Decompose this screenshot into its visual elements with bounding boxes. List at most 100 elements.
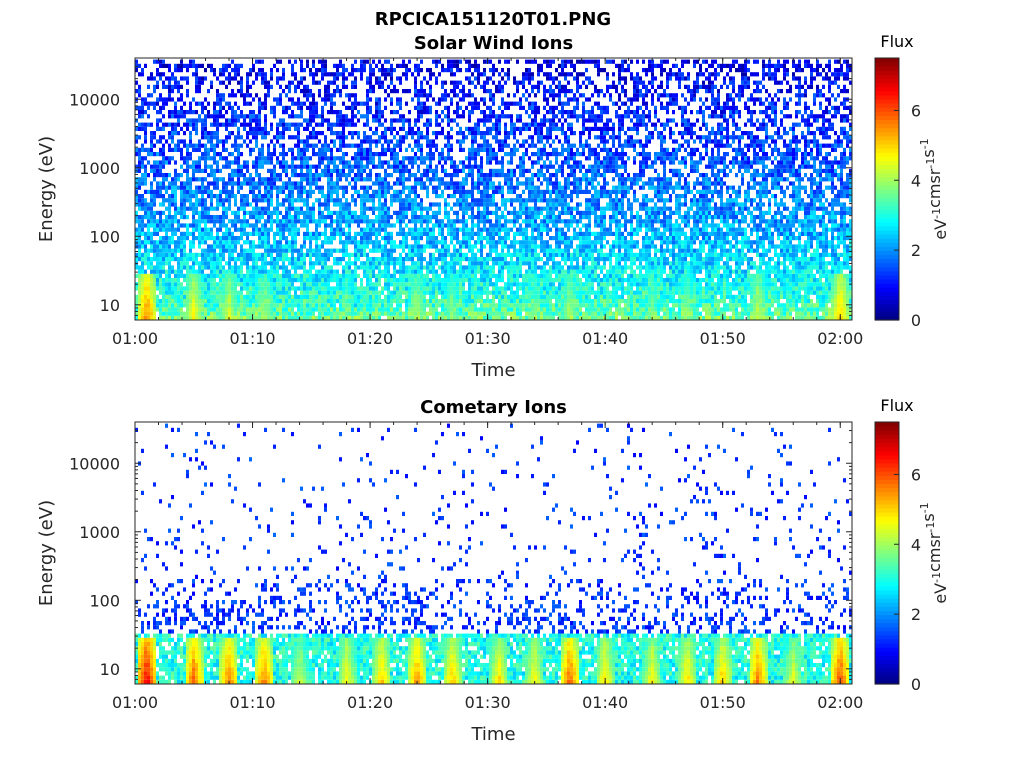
heatmap-cell — [210, 143, 213, 148]
heatmap-cell — [336, 114, 339, 119]
heatmap-cell — [156, 265, 159, 270]
heatmap-cell — [468, 273, 471, 278]
heatmap-cell — [375, 294, 378, 299]
heatmap-cell — [168, 210, 171, 215]
heatmap-cell — [312, 110, 315, 115]
heatmap-cell — [468, 299, 471, 304]
heatmap-cell — [150, 164, 153, 169]
heatmap-cell — [327, 223, 330, 228]
heatmap-cell — [237, 315, 240, 320]
heatmap-cell — [450, 156, 453, 161]
heatmap-cell — [402, 278, 405, 283]
heatmap-cell — [288, 219, 291, 224]
heatmap-cell — [144, 307, 147, 312]
heatmap-cell — [306, 84, 309, 89]
heatmap-cell — [423, 227, 426, 232]
heatmap-cell — [447, 131, 450, 136]
heatmap-cell — [309, 257, 312, 262]
heatmap-cell — [153, 315, 156, 320]
heatmap-cell — [399, 198, 402, 203]
heatmap-cell — [240, 261, 243, 266]
heatmap-cell — [195, 122, 198, 127]
heatmap-cell — [381, 114, 384, 119]
heatmap-cell — [153, 278, 156, 283]
heatmap-cell — [306, 156, 309, 161]
heatmap-cell — [201, 299, 204, 304]
heatmap-cell — [333, 189, 336, 194]
heatmap-cell — [273, 303, 276, 308]
heatmap-cell — [168, 68, 171, 73]
heatmap-cell — [318, 147, 321, 152]
heatmap-cell — [300, 261, 303, 266]
heatmap-cell — [399, 177, 402, 182]
heatmap-cell — [459, 261, 462, 266]
heatmap-cell — [153, 303, 156, 308]
heatmap-cell — [450, 68, 453, 73]
heatmap-cell — [330, 126, 333, 131]
heatmap-cell — [258, 282, 261, 287]
heatmap-cell — [222, 265, 225, 270]
heatmap-cell — [402, 244, 405, 249]
heatmap-cell — [195, 198, 198, 203]
heatmap-cell — [165, 240, 168, 245]
heatmap-cell — [438, 227, 441, 232]
heatmap-cell — [456, 299, 459, 304]
heatmap-cell — [195, 202, 198, 207]
heatmap-cell — [462, 290, 465, 295]
heatmap-cell — [201, 210, 204, 215]
heatmap-cell — [312, 252, 315, 257]
heatmap-cell — [267, 286, 270, 291]
heatmap-cell — [159, 282, 162, 287]
heatmap-cell — [195, 311, 198, 316]
heatmap-cell — [177, 206, 180, 211]
heatmap-cell — [297, 152, 300, 157]
heatmap-cell — [369, 143, 372, 148]
heatmap-cell — [192, 299, 195, 304]
heatmap-cell — [318, 303, 321, 308]
heatmap-cell — [234, 299, 237, 304]
heatmap-cell — [363, 290, 366, 295]
heatmap-cell — [441, 156, 444, 161]
heatmap-cell — [144, 286, 147, 291]
heatmap-cell — [165, 307, 168, 312]
heatmap-cell — [420, 231, 423, 236]
heatmap-cell — [180, 126, 183, 131]
heatmap-cell — [465, 76, 468, 81]
heatmap-cell — [426, 273, 429, 278]
heatmap-cell — [234, 282, 237, 287]
heatmap-cell — [378, 152, 381, 157]
heatmap-cell — [282, 122, 285, 127]
heatmap-cell — [342, 227, 345, 232]
heatmap-cell — [273, 261, 276, 266]
heatmap-cell — [306, 97, 309, 102]
heatmap-cell — [426, 68, 429, 73]
heatmap-cell — [210, 147, 213, 152]
heatmap-cell — [408, 185, 411, 190]
heatmap-cell — [219, 177, 222, 182]
heatmap-cell — [324, 215, 327, 220]
heatmap-cell — [222, 303, 225, 308]
heatmap-cell — [306, 219, 309, 224]
heatmap-cell — [459, 286, 462, 291]
heatmap-cell — [435, 315, 438, 320]
heatmap-cell — [327, 282, 330, 287]
heatmap-cell — [216, 93, 219, 98]
heatmap-cell — [222, 105, 225, 110]
heatmap-cell — [270, 257, 273, 262]
heatmap-cell — [141, 156, 144, 161]
heatmap-cell — [324, 68, 327, 73]
heatmap-cell — [195, 168, 198, 173]
heatmap-cell — [438, 311, 441, 316]
heatmap-cell — [363, 164, 366, 169]
heatmap-cell — [375, 194, 378, 199]
heatmap-cell — [321, 173, 324, 178]
heatmap-cell — [405, 63, 408, 68]
heatmap-cell — [345, 223, 348, 228]
heatmap-cell — [219, 68, 222, 73]
heatmap-cell — [369, 173, 372, 178]
heatmap-cell — [174, 105, 177, 110]
heatmap-cell — [186, 143, 189, 148]
heatmap-cell — [165, 156, 168, 161]
heatmap-cell — [414, 315, 417, 320]
heatmap-cell — [378, 223, 381, 228]
